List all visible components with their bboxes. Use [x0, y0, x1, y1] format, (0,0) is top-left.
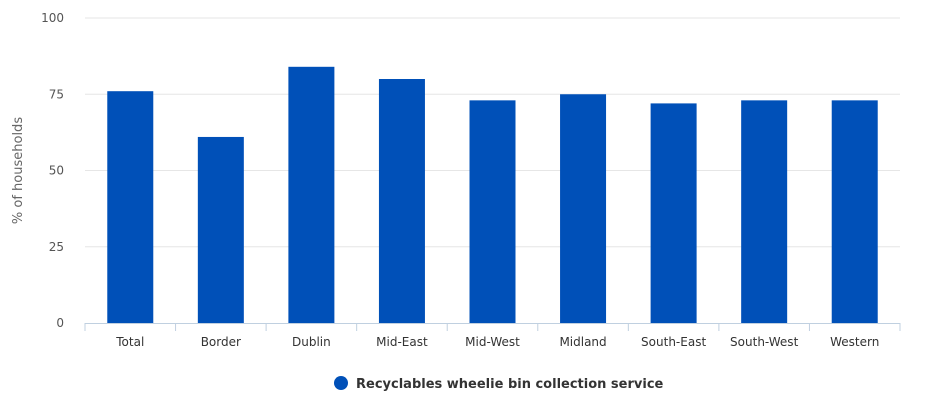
- x-tick-label: Western: [830, 335, 879, 349]
- bar[interactable]: [378, 79, 425, 323]
- legend-marker-icon: [334, 376, 348, 390]
- bar[interactable]: [107, 91, 154, 323]
- bar[interactable]: [469, 100, 516, 323]
- x-tick-label: Mid-East: [376, 335, 428, 349]
- x-axis-ticks: Total Border Dublin Mid-East Mid-West Midland…: [115, 335, 879, 349]
- y-tick-label: 0: [56, 316, 64, 330]
- bar[interactable]: [197, 136, 244, 323]
- bar[interactable]: [650, 103, 697, 324]
- legend-label[interactable]: Recyclables wheelie bin collection servi…: [356, 377, 664, 392]
- x-tick-label: Mid-West: [465, 335, 520, 349]
- y-tick-label: 75: [49, 87, 64, 101]
- x-axis: [84, 323, 901, 331]
- x-tick-label: Border: [201, 335, 241, 349]
- x-tick-label: Total: [115, 335, 144, 349]
- y-axis-label: % of households: [11, 117, 26, 224]
- bar[interactable]: [288, 66, 335, 324]
- y-axis-ticks: 0 25 50 75 100: [41, 11, 64, 330]
- y-tick-label: 100: [41, 11, 64, 25]
- bar[interactable]: [741, 100, 788, 323]
- y-tick-label: 25: [49, 240, 64, 254]
- bar[interactable]: [831, 100, 878, 323]
- bar[interactable]: [560, 94, 607, 323]
- x-tick-label: South-West: [730, 335, 799, 349]
- x-tick-label: Midland: [559, 335, 606, 349]
- y-tick-label: 50: [49, 164, 64, 178]
- legend[interactable]: Recyclables wheelie bin collection servi…: [334, 376, 664, 392]
- x-tick-label: Dublin: [292, 335, 331, 349]
- x-tick-label: South-East: [641, 335, 706, 349]
- bars: [107, 66, 878, 324]
